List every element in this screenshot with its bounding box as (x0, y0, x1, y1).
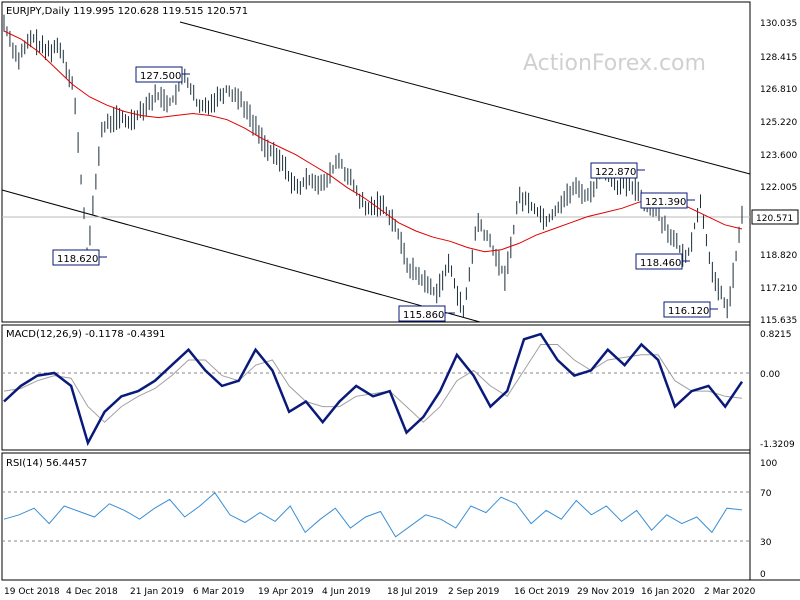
macd-tick-2: -1.3209 (760, 440, 795, 450)
annotation-121390-text: 121.390 (645, 197, 686, 208)
annotation-127500-text: 127.500 (140, 71, 181, 82)
price-tick-2: 126.810 (760, 85, 797, 95)
annotation-122870-text: 122.870 (595, 167, 636, 178)
price-tick-3: 125.220 (760, 118, 797, 128)
rsi-line (3, 492, 743, 538)
annotation-121390: 121.390 (640, 192, 695, 209)
annotation-118460: 118.460 (635, 253, 690, 270)
price-tick-9: 115.635 (760, 316, 797, 326)
annotation-118620-text: 118.620 (57, 254, 98, 265)
annotation-115860: 115.860 (398, 305, 455, 322)
price-panel (1, 1, 751, 323)
rsi-panel (1, 452, 751, 581)
upper-channel-line (179, 21, 751, 175)
lower-channel-line (1, 189, 481, 323)
x-label-1: 4 Dec 2018 (66, 587, 118, 597)
x-label-4: 19 Apr 2019 (258, 587, 314, 597)
macd-panel (1, 324, 751, 451)
current-price-box (751, 209, 799, 225)
annotation-127500: 127.500 (135, 66, 190, 83)
annotation-116120: 116.120 (663, 301, 718, 318)
x-label-0: 19 Oct 2018 (4, 587, 60, 597)
macd-tick-0: 0.8215 (760, 330, 792, 340)
x-label-3: 6 Mar 2019 (193, 587, 245, 597)
macd-line (3, 332, 744, 447)
x-label-7: 2 Sep 2019 (448, 587, 500, 597)
price-tick-8: 117.210 (760, 284, 797, 294)
x-label-11: 2 Mar 2020 (704, 587, 756, 597)
price-tick-1: 128.415 (760, 53, 797, 63)
x-label-5: 4 Jun 2019 (322, 587, 371, 597)
annotation-118620: 118.620 (52, 249, 107, 266)
x-label-10: 16 Jan 2020 (641, 587, 695, 597)
rsi-header: RSI(14) 56.4457 (6, 458, 87, 469)
annotation-115860-text: 115.860 (403, 310, 444, 321)
macd-tick-1: 0.00 (760, 370, 780, 380)
rsi-tick-70: 70 (760, 489, 772, 499)
macd-signal-line (3, 344, 743, 423)
x-label-2: 21 Jan 2019 (130, 587, 184, 597)
price-tick-0: 130.035 (760, 19, 797, 29)
rsi-tick-30: 30 (760, 538, 772, 548)
rsi-tick-0: 0 (760, 570, 766, 580)
current-price-label: 120.571 (756, 214, 793, 224)
watermark: ActionForex.com (523, 51, 706, 76)
rsi-tick-100: 100 (760, 459, 777, 469)
moving-average-line (3, 30, 743, 253)
x-label-6: 18 Jul 2019 (387, 587, 438, 597)
price-tick-5: 122.005 (760, 183, 797, 193)
price-tick-4: 123.600 (760, 151, 797, 161)
annotation-122870: 122.870 (590, 162, 645, 179)
price-tick-7: 118.820 (760, 251, 797, 261)
annotation-118460-text: 118.460 (640, 258, 681, 269)
annotation-116120-text: 116.120 (668, 306, 709, 317)
macd-header: MACD(12,26,9) -0.1178 -0.4391 (6, 329, 166, 340)
price-header: EURJPY,Daily 119.995 120.628 119.515 120… (6, 6, 248, 17)
x-label-9: 29 Nov 2019 (577, 587, 635, 597)
x-label-8: 16 Oct 2019 (514, 587, 570, 597)
